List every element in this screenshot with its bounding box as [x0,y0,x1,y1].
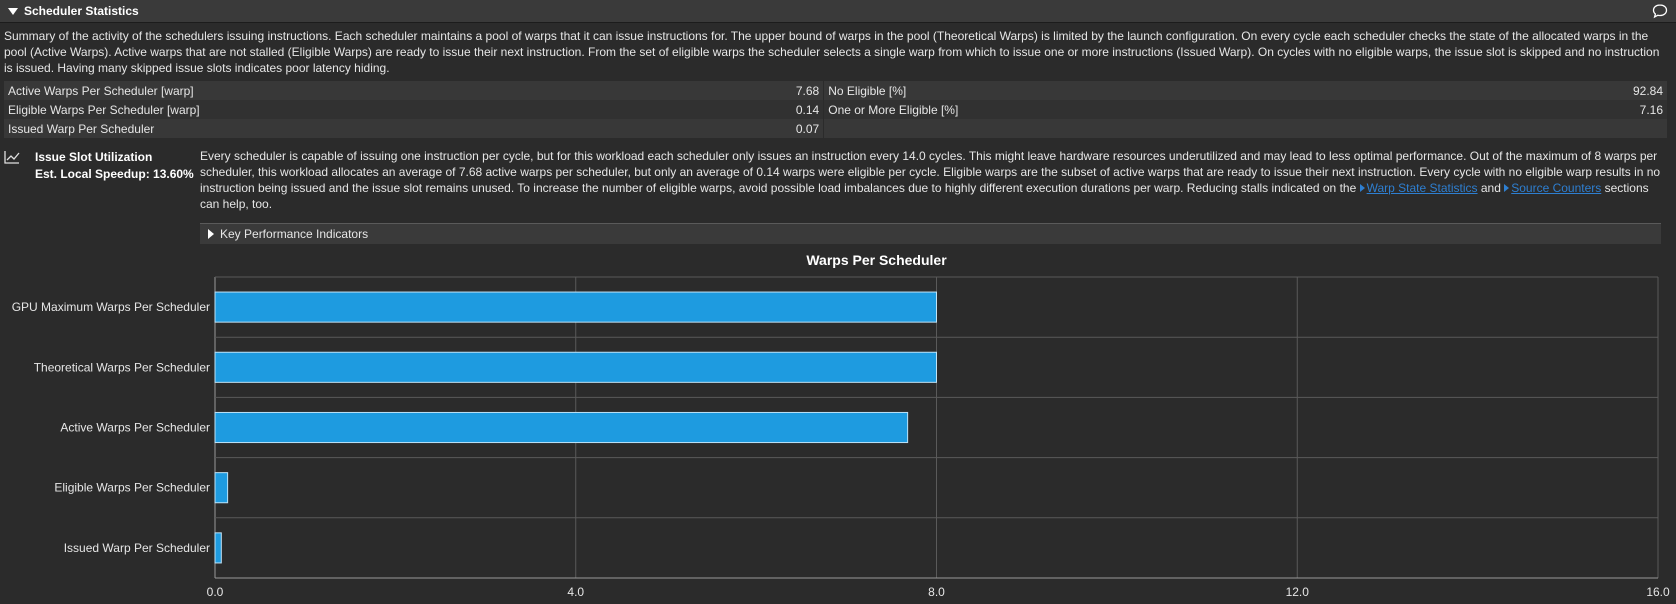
rule-speedup: Est. Local Speedup: 13.60% [35,167,194,181]
metric-label: Active Warps Per Scheduler [warp] [4,81,784,100]
bar [214,291,937,323]
metric-label: No Eligible [%] [823,81,1604,100]
category-label: Issued Warp Per Scheduler [64,541,210,555]
x-tick-label: 16.0 [1646,585,1670,599]
warp-state-statistics-link[interactable]: Warp State Statistics [1359,181,1478,195]
rule-description: Every scheduler is capable of issuing on… [200,148,1662,212]
x-tick-label: 12.0 [1286,585,1310,599]
section-header[interactable]: Scheduler Statistics [0,0,1676,23]
rule-text: and [1477,181,1505,195]
category-label: GPU Maximum Warps Per Scheduler [12,300,210,314]
metric-value [1603,119,1669,138]
metric-value: 92.84 [1603,81,1669,100]
metric-value: 7.68 [783,81,825,100]
metric-label: Eligible Warps Per Scheduler [warp] [4,100,784,119]
chart-title: Warps Per Scheduler [806,252,947,268]
category-label: Eligible Warps Per Scheduler [54,481,210,495]
link-arrow-icon [1504,184,1510,192]
metric-label: One or More Eligible [%] [823,100,1604,119]
source-counters-link[interactable]: Source Counters [1504,181,1601,195]
kpi-expander[interactable]: Key Performance Indicators [200,223,1661,244]
comment-icon[interactable] [1652,3,1668,19]
bar [214,472,229,504]
x-tick-label: 8.0 [928,585,945,599]
metric-value: 0.07 [783,119,825,138]
bar [214,351,937,383]
table-row: Issued Warp Per Scheduler 0.07 [4,119,1669,138]
line-chart-icon [4,151,20,164]
link-text: Source Counters [1511,181,1602,195]
metric-label [823,119,1604,138]
table-row: Eligible Warps Per Scheduler [warp] 0.14… [4,100,1669,119]
rule-text: Every scheduler is capable of issuing on… [200,149,1661,195]
x-tick-label: 4.0 [567,585,584,599]
bar [214,411,909,444]
rule-text: sections can help, too. [200,181,1649,211]
metrics-table: Active Warps Per Scheduler [warp] 7.68 N… [4,81,1669,138]
warps-per-scheduler-chart: Warps Per Scheduler 0.0 4.0 8.0 12.0 16.0 GPU … [12,252,1670,599]
link-text: Warp State Statistics [1366,181,1478,195]
metric-value: 7.16 [1603,100,1669,119]
bar [214,532,222,564]
section-summary: Summary of the activity of the scheduler… [4,29,1660,75]
collapse-caret-icon[interactable] [8,7,18,15]
kpi-label: Key Performance Indicators [220,227,369,241]
section-title: Scheduler Statistics [24,4,139,18]
expand-caret-icon[interactable] [208,229,214,239]
metric-value: 0.14 [783,100,825,119]
metric-label: Issued Warp Per Scheduler [4,119,784,138]
table-row: Active Warps Per Scheduler [warp] 7.68 N… [4,81,1669,100]
category-label: Theoretical Warps Per Scheduler [34,360,210,374]
x-tick-label: 0.0 [207,585,224,599]
link-arrow-icon [1359,184,1365,192]
category-label: Active Warps Per Scheduler [60,421,210,435]
rule-title: Issue Slot Utilization [35,150,153,164]
